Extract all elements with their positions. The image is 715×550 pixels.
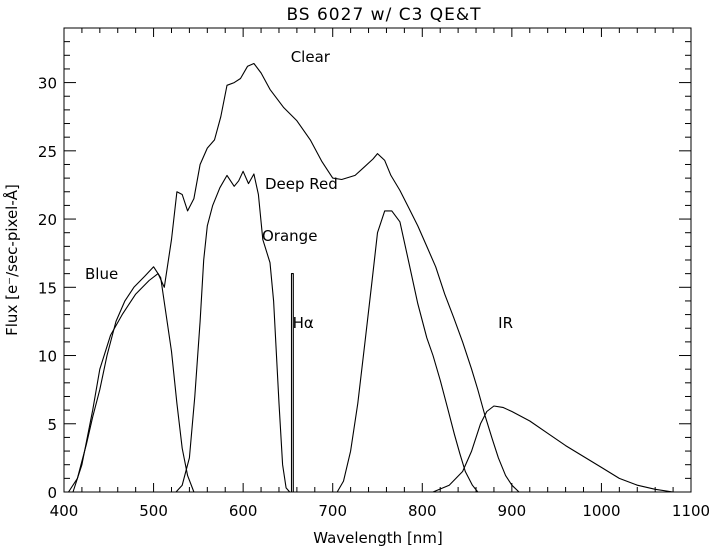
series-annotation: Orange [262,227,317,245]
x-tick-label: 900 [498,502,527,520]
y-tick-label: 25 [38,143,57,161]
x-tick-label: 400 [50,502,79,520]
y-axis-ticks: 0 5 10 15 20 25 30 [38,27,691,502]
series-line-clear [72,62,520,493]
series-line-deep-red [336,210,479,493]
x-axis-title: Wavelength [nm] [313,529,443,547]
x-tick-label: 700 [318,502,347,520]
y-tick-label: 5 [47,416,57,434]
series-annotation: Clear [291,48,331,66]
series-line-blue [68,266,195,493]
series-annotation: Deep Red [265,175,338,193]
series-line-ir [432,405,674,493]
y-axis-title: Flux [e⁻/sec-pixel-Å] [2,184,21,336]
y-tick-label: 20 [38,211,57,229]
y-tick-label: 10 [38,348,57,366]
x-axis-ticks: 400 500 600 700 800 900 1000 1100 [50,28,710,520]
series-line-h [290,273,294,492]
series-annotation: Hα [293,314,314,332]
x-tick-label: 1000 [582,502,620,520]
x-tick-label: 500 [139,502,168,520]
series-annotation: Blue [85,265,118,283]
y-tick-label: 15 [38,279,57,297]
x-tick-label: 800 [408,502,437,520]
annotation-layer: Clear Deep Red Orange Blue Hα IR [85,48,513,332]
series-layer [68,62,674,493]
series-line-orange [175,170,291,493]
chart-title: BS 6027 w/ C3 QE&T [286,5,481,25]
y-tick-label: 0 [47,484,57,502]
y-tick-label: 30 [38,75,57,93]
plot-frame [63,27,692,493]
x-tick-label: 1100 [672,502,710,520]
x-tick-label: 600 [229,502,258,520]
series-annotation: IR [498,314,513,332]
